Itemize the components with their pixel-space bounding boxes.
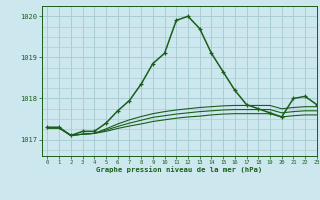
X-axis label: Graphe pression niveau de la mer (hPa): Graphe pression niveau de la mer (hPa) bbox=[96, 167, 262, 173]
